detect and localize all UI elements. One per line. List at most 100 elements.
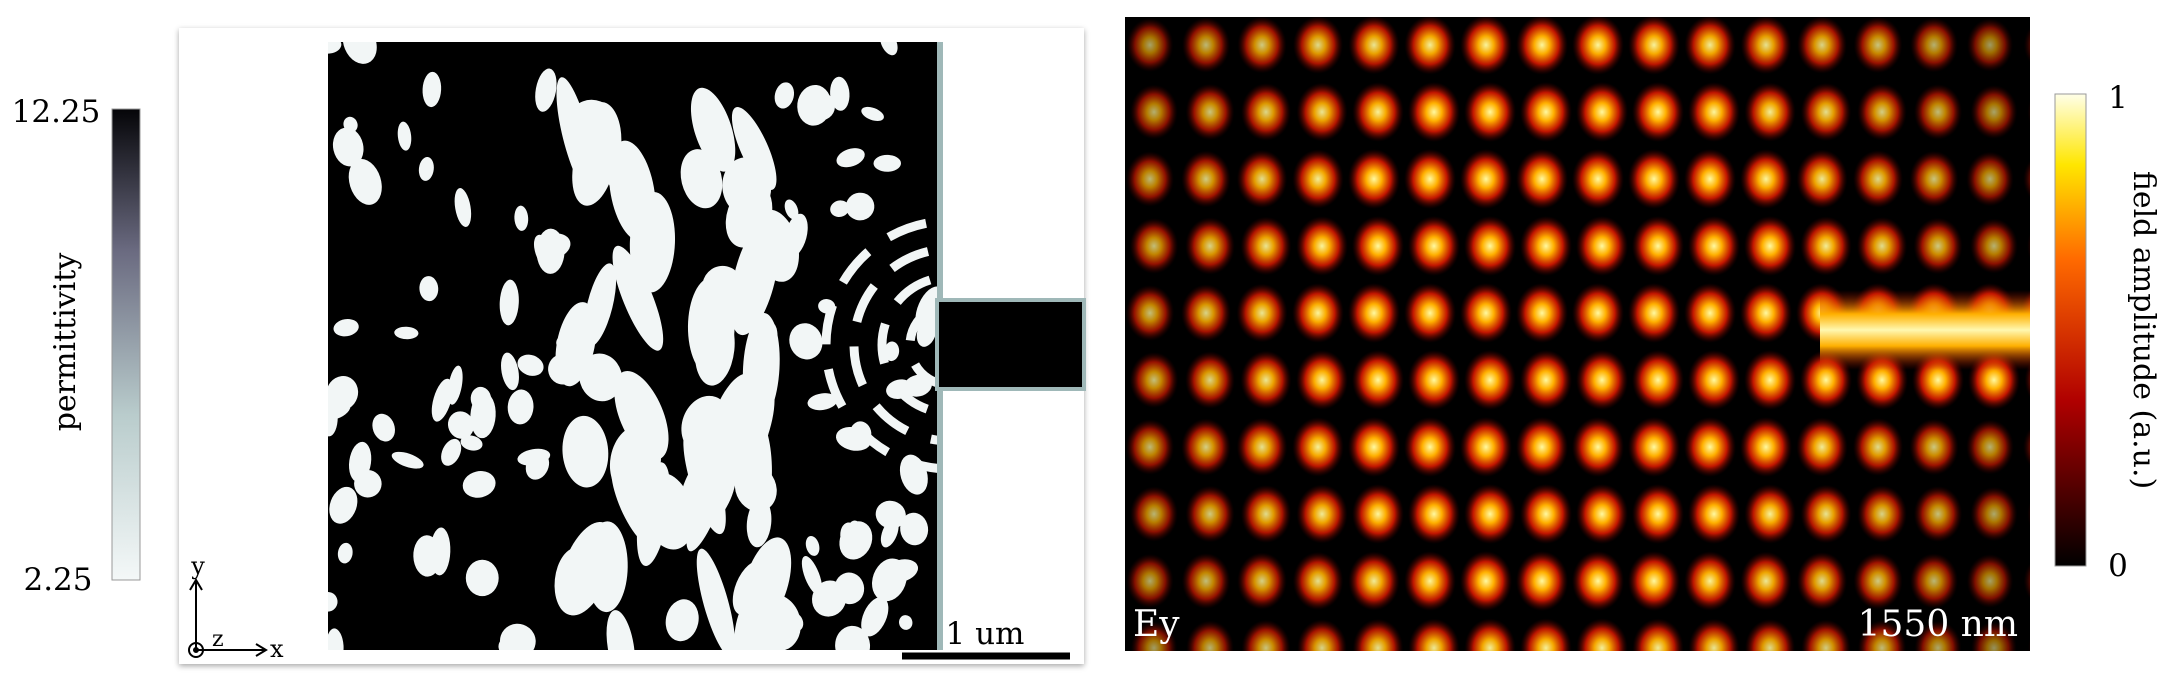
field-lobe [1236, 149, 1288, 209]
field-lobe [1185, 217, 1235, 275]
dielectric-blob [834, 572, 865, 605]
dielectric-blob [328, 628, 344, 650]
field-lobe [1688, 82, 1740, 142]
field-lobe [1572, 283, 1624, 343]
field-lobe [1684, 17, 1736, 75]
field-lobe [1292, 149, 1344, 209]
dielectric-blob [730, 220, 779, 336]
field-lobe [1352, 82, 1404, 142]
field-lobe [1516, 149, 1568, 209]
dielectric-blob [683, 427, 726, 535]
colorbar-label: permittivity [48, 253, 83, 432]
field-lobe [1970, 486, 2018, 542]
field-lobe [1408, 216, 1460, 276]
field-lobe [1292, 417, 1344, 477]
dielectric-blob [636, 462, 671, 566]
dielectric-blob [861, 106, 884, 122]
field-lobe [1404, 17, 1456, 75]
field-lobe [2027, 100, 2030, 124]
field-lobe [1460, 551, 1512, 611]
dielectric-blob [422, 71, 442, 108]
field-lobe [1632, 484, 1684, 544]
dielectric-blob [501, 352, 519, 391]
field-lobe [1576, 216, 1628, 276]
field-lobe [1800, 484, 1852, 544]
field-lobe [1857, 485, 1907, 543]
dielectric-blob [431, 378, 453, 422]
dielectric-blob [801, 90, 835, 121]
field-lobe [1688, 618, 1740, 651]
colorbar-min: 2.25 [23, 562, 92, 598]
field-lobe [2027, 501, 2030, 527]
field-lobe [1572, 551, 1624, 611]
field-lobe [1856, 217, 1908, 275]
field-lobe [1966, 151, 2014, 207]
permittivity-colorbar [111, 108, 141, 581]
dielectric-blob [846, 520, 864, 553]
field-lobe [2023, 27, 2030, 63]
field-lobe [1913, 486, 1963, 542]
dielectric-blob [612, 245, 664, 351]
dielectric-blob [499, 279, 519, 326]
field-lobe [1296, 484, 1348, 544]
dielectric-blob [535, 68, 557, 112]
field-lobe [1185, 485, 1235, 543]
field-lobe [1852, 418, 1904, 476]
field-lobe [1129, 218, 1179, 274]
field-component: Ey [1133, 604, 1180, 645]
field-lobe [1404, 551, 1456, 611]
dielectric-blob [734, 464, 777, 512]
field-lobe [1914, 620, 1962, 651]
field-lobe [1966, 419, 2014, 475]
dielectric-blob [391, 451, 424, 469]
field-lobe [1186, 620, 1234, 651]
axis-z: z [212, 627, 224, 652]
dielectric-blob [805, 535, 820, 556]
field-lobe [1237, 552, 1287, 610]
dielectric-blob [329, 486, 358, 524]
dielectric-blob [725, 183, 773, 248]
field-lobe [1352, 216, 1404, 276]
field-lobe [1688, 216, 1740, 276]
field-lobe [1684, 417, 1736, 477]
field-lobe [1185, 83, 1235, 141]
dielectric-blob [609, 140, 656, 242]
field-lobe [1909, 418, 1959, 476]
dielectric-blob [830, 200, 850, 217]
field-lobe [1572, 149, 1624, 209]
field-lobe [1129, 352, 1179, 408]
field-lobe [1745, 619, 1795, 651]
field-lobe [1126, 18, 1174, 72]
dielectric-blob [746, 498, 772, 548]
dielectric-blob [788, 612, 804, 631]
field-lobe [1460, 17, 1512, 75]
field-lobe [1971, 621, 2017, 651]
field-lobe [1408, 350, 1460, 410]
dielectric-blob [665, 599, 699, 642]
dielectric-blob [517, 354, 544, 376]
dielectric-blob [712, 373, 767, 479]
field-lobe [1796, 417, 1848, 477]
field-lobe [1464, 82, 1516, 142]
field-lobe [1970, 218, 2018, 274]
field-lobe [1688, 350, 1740, 410]
field-lobe [1293, 17, 1343, 74]
field-lobe [1185, 351, 1235, 409]
field-lobe [2028, 637, 2030, 651]
field-lobe [1240, 216, 1292, 276]
field-lobe [1464, 618, 1516, 651]
dielectric-blob [789, 323, 823, 360]
dielectric-blob [447, 411, 474, 439]
field-lobe [2023, 160, 2030, 198]
field-lobe [1126, 553, 1174, 609]
field-lobe [1572, 17, 1624, 75]
field-lobe [1796, 552, 1848, 610]
field-lobe [1913, 84, 1963, 140]
dielectric-blob [801, 556, 823, 596]
field-lobe [1404, 149, 1456, 209]
field-lobe [1801, 619, 1851, 651]
dielectric-blob [884, 341, 900, 362]
field-lobe [1181, 553, 1231, 609]
